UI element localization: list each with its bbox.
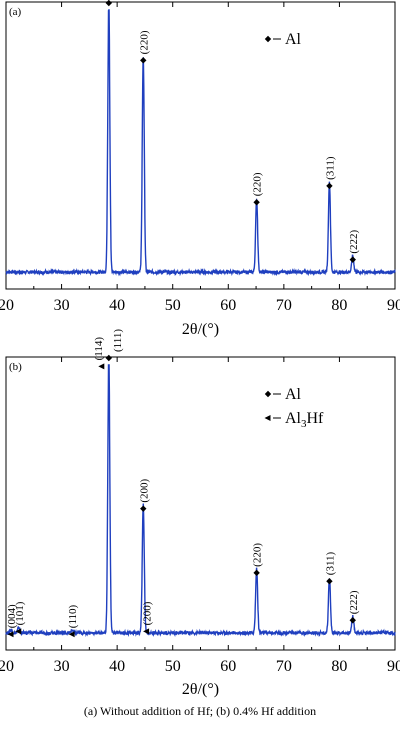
peak-diamond-icon xyxy=(253,199,260,206)
peak-label: (220) xyxy=(138,30,150,54)
peak-annotation: (311) xyxy=(324,551,336,585)
peak-label: (101) xyxy=(14,601,26,625)
x-tick-label: 40 xyxy=(109,658,125,675)
peak-diamond-icon xyxy=(140,505,147,512)
legend-diamond-icon xyxy=(264,390,272,398)
peak-label: (222) xyxy=(348,590,360,614)
peak-label: (004) xyxy=(6,604,18,628)
x-tick-label: 80 xyxy=(331,297,347,314)
chart-panel-b: 20 30 40 50 60 70 80 90 2θ/(°) (b) (004)(101) (110)… xyxy=(0,329,400,698)
panel-label: (b) xyxy=(9,361,22,373)
x-tick-label: 70 xyxy=(276,297,292,314)
x-tick-label: 30 xyxy=(54,658,70,675)
peak-annotation: (311) xyxy=(324,156,336,190)
peak-diamond-icon xyxy=(105,354,113,362)
peak-diamond-icon xyxy=(349,617,356,624)
peak-annotation: (222) xyxy=(348,229,360,263)
x-tick-label: 20 xyxy=(0,658,14,675)
x-tick-label: 40 xyxy=(109,297,125,314)
peak-triangle-icon xyxy=(98,363,105,370)
x-tick-label: 30 xyxy=(54,297,70,314)
x-axis-label: 2θ/(°) xyxy=(182,681,219,698)
peak-label: (222) xyxy=(348,229,360,253)
peak-triangle-icon xyxy=(7,631,14,638)
legend-label: Al3Hf xyxy=(285,410,324,430)
legend-label: Al xyxy=(285,386,302,403)
peak-annotation: (101) xyxy=(14,601,26,635)
peak-label: (200) xyxy=(142,601,154,625)
peak-annotation: (200) xyxy=(138,478,150,512)
peak-annotation: (220) xyxy=(252,543,264,577)
legend-item: Al3Hf xyxy=(264,410,324,430)
peak-annotation: (200) xyxy=(142,601,154,635)
figure-caption: (a) Without addition of Hf; (b) 0.4% Hf … xyxy=(83,704,317,718)
peak-annotation: (114) xyxy=(93,337,105,370)
peak-label: (220) xyxy=(252,543,264,567)
legend-item: Al xyxy=(264,386,302,403)
peak-label: (311) xyxy=(324,156,336,180)
peak-diamond-icon xyxy=(349,256,356,263)
peak-label: (220) xyxy=(252,172,264,196)
peak-triangle-icon xyxy=(143,628,150,635)
peak-diamond-icon xyxy=(105,0,113,7)
legend-item: Al xyxy=(264,31,302,48)
peak-annotation: (111) xyxy=(105,0,113,7)
peak-label: (110) xyxy=(67,604,79,628)
x-tick-label: 90 xyxy=(387,297,400,314)
xrd-series-line xyxy=(5,9,396,277)
peak-diamond-icon xyxy=(326,182,333,190)
legend: Al xyxy=(264,31,302,48)
peak-annotation: (004) xyxy=(6,604,18,638)
peak-annotation: (220) xyxy=(138,30,150,64)
peak-annotation: (222) xyxy=(348,590,360,624)
peak-label: (200) xyxy=(138,478,150,502)
peak-diamond-icon xyxy=(253,569,260,577)
panel-label: (a) xyxy=(9,6,22,18)
x-tick-label: 50 xyxy=(165,658,181,675)
x-tick-label: 60 xyxy=(220,297,236,314)
peak-label: (111) xyxy=(112,329,124,352)
x-tick-label: 90 xyxy=(387,658,400,675)
chart-panel-a: 20 30 40 50 60 70 80 90 2θ/(°) (a) (111) (220) (220)… xyxy=(0,0,400,338)
legend: Al Al3Hf xyxy=(264,386,324,430)
legend-label: Al xyxy=(285,31,302,48)
peak-label: (311) xyxy=(324,551,336,575)
peak-annotation: (111) xyxy=(105,329,124,362)
x-tick-label: 70 xyxy=(276,658,292,675)
xrd-series-line xyxy=(5,364,396,638)
peak-triangle-icon xyxy=(15,628,22,635)
x-tick-label: 50 xyxy=(165,297,181,314)
peak-annotation: (220) xyxy=(252,172,264,206)
plot-frame xyxy=(5,1,396,290)
peak-diamond-icon xyxy=(326,578,333,585)
peak-annotation: (110) xyxy=(67,604,79,638)
peak-diamond-icon xyxy=(140,57,147,64)
x-axis-label: 2θ/(°) xyxy=(182,321,219,338)
plot-frame xyxy=(5,356,396,651)
legend-triangle-icon xyxy=(264,415,271,421)
legend-diamond-icon xyxy=(264,35,272,43)
x-tick-label: 20 xyxy=(0,297,14,314)
peak-triangle-icon xyxy=(68,631,75,638)
x-tick-label: 60 xyxy=(220,658,236,675)
peak-label: (114) xyxy=(93,337,105,361)
x-tick-label: 80 xyxy=(331,658,347,675)
